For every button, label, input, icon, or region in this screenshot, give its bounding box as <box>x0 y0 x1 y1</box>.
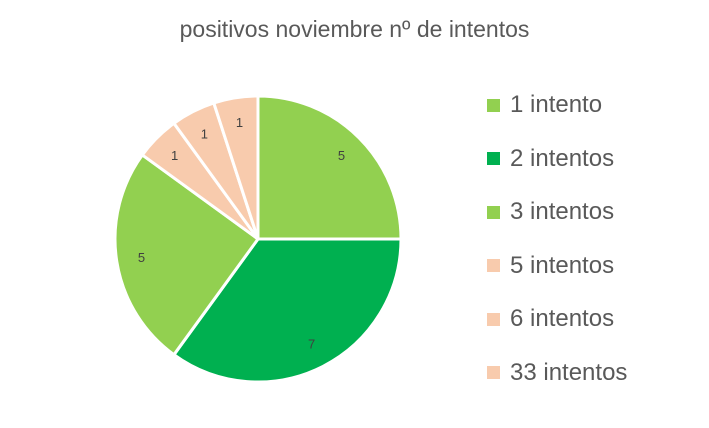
pie-slice-3-intentos <box>113 153 260 357</box>
pie-slice-2-intentos <box>172 237 403 384</box>
data-label: 1 <box>201 126 208 141</box>
legend-swatch <box>487 152 500 166</box>
pie-slice-1-intento <box>256 94 403 241</box>
legend-item-2-intentos: 2 intentos <box>487 142 627 176</box>
legend-item-33-intentos: 33 intentos <box>487 356 627 390</box>
legend-item-6-intentos: 6 intentos <box>487 302 627 336</box>
pie-slice-33-intentos <box>212 94 260 241</box>
legend: 1 intento 2 intentos 3 intentos 5 intent… <box>487 88 627 410</box>
legend-swatch <box>487 366 500 380</box>
legend-swatch <box>487 259 500 273</box>
legend-item-3-intentos: 3 intentos <box>487 195 627 229</box>
chart-title: positivos noviembre nº de intentos <box>179 16 530 42</box>
legend-swatch <box>487 312 500 326</box>
legend-label: 3 intentos <box>510 198 615 226</box>
legend-label: 33 intentos <box>510 358 628 386</box>
data-label: 1 <box>236 115 243 130</box>
legend-item-5-intentos: 5 intentos <box>487 249 627 283</box>
legend-swatch <box>487 205 500 219</box>
data-label: 7 <box>308 337 315 352</box>
legend-item-1-intento: 1 intento <box>487 88 627 122</box>
data-label: 5 <box>338 148 345 163</box>
legend-label: 6 intentos <box>510 305 615 333</box>
legend-label: 1 intento <box>510 91 603 118</box>
data-label: 1 <box>171 148 178 163</box>
legend-label: 5 intentos <box>510 251 615 279</box>
legend-label: 2 intentos <box>510 144 615 172</box>
data-label: 5 <box>138 250 145 265</box>
legend-swatch <box>487 98 500 112</box>
